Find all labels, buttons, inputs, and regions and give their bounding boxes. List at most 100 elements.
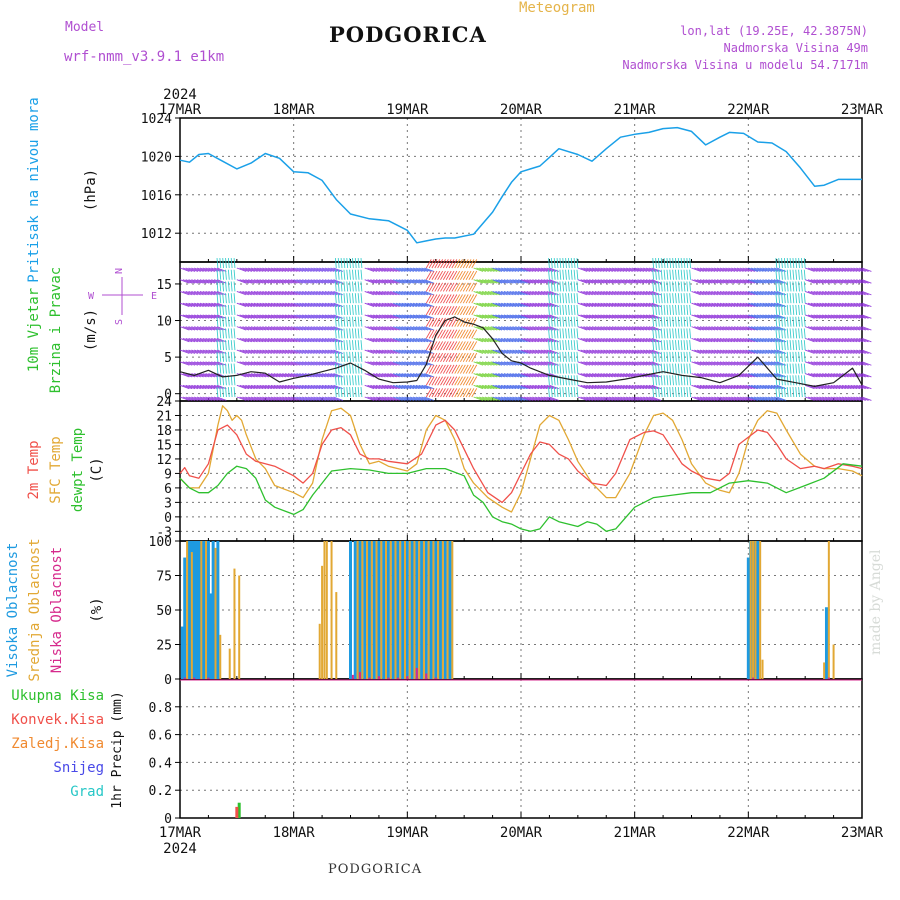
- wind-arrow: [819, 279, 829, 284]
- wind-arrow: [859, 302, 869, 308]
- wind-arrow: [691, 384, 702, 390]
- wind-arrow: [526, 349, 537, 354]
- wind-arrow: [783, 257, 786, 269]
- wind-arrow: [634, 326, 645, 331]
- wind-arrow: [725, 396, 736, 401]
- wind-arrow: [765, 384, 775, 390]
- wind-arrow: [302, 314, 312, 319]
- wind-arrow: [573, 351, 576, 362]
- wind-arrow: [194, 384, 204, 390]
- wind-arrow: [211, 302, 221, 308]
- wind-arrow: [346, 316, 349, 327]
- wind-arrow: [634, 361, 645, 366]
- wind-arrow: [299, 396, 309, 401]
- wind-arrow: [473, 267, 484, 272]
- wind-arrow: [321, 267, 332, 272]
- wind-arrow: [457, 259, 463, 269]
- wind-arrow: [270, 361, 281, 366]
- wind-arrow: [259, 337, 270, 343]
- wind-arrow: [284, 314, 295, 319]
- wind-arrow: [324, 337, 335, 343]
- wind-arrow: [431, 306, 438, 316]
- wind-arrow: [307, 291, 318, 296]
- wind-arrow: [418, 396, 429, 401]
- wind-arrow: [759, 384, 770, 390]
- wind-arrow: [273, 267, 284, 272]
- wind-arrow: [666, 304, 669, 315]
- wind-arrow: [765, 373, 775, 378]
- wind-arrow: [778, 363, 781, 374]
- wind-arrow: [196, 337, 207, 343]
- wind-arrow: [191, 267, 201, 272]
- wind-arrow: [583, 314, 594, 319]
- wind-arrow: [233, 328, 236, 339]
- wind-arrow: [482, 279, 492, 284]
- wind-arrow: [702, 384, 713, 390]
- wind-arrow: [284, 337, 295, 343]
- wind-arrow: [321, 314, 332, 319]
- wind-arrow: [836, 396, 846, 401]
- wind-arrow: [660, 351, 663, 362]
- wind-arrow: [847, 349, 858, 354]
- wind-arrow: [250, 349, 261, 354]
- wind-arrow: [512, 279, 523, 284]
- wind-arrow: [213, 302, 224, 308]
- wind-arrow: [567, 269, 570, 280]
- wind-arrow: [577, 314, 588, 319]
- wind-arrow: [293, 396, 304, 401]
- wind-arrow: [643, 396, 653, 401]
- wind-arrow: [580, 314, 591, 319]
- wind-arrow: [290, 384, 301, 390]
- wind-arrow: [813, 337, 824, 343]
- wind-arrow: [213, 361, 224, 366]
- wind-arrow: [816, 267, 827, 272]
- wind-arrow: [194, 337, 204, 343]
- wind-arrow: [267, 396, 278, 401]
- wind-arrow: [577, 279, 588, 284]
- wind-arrow: [287, 302, 298, 308]
- wind-arrow: [628, 384, 639, 390]
- wind-arrow: [686, 293, 689, 304]
- wind-arrow: [462, 341, 469, 351]
- wind-arrow: [357, 293, 360, 304]
- wind-arrow: [523, 291, 534, 296]
- wind-arrow: [431, 352, 438, 363]
- wind-arrow: [686, 386, 689, 398]
- wind-arrow: [819, 349, 829, 354]
- wind-arrow: [861, 337, 872, 343]
- wind-arrow: [216, 396, 227, 401]
- wind-arrow: [722, 279, 733, 284]
- wind-arrow: [822, 267, 832, 272]
- wind-arrow: [803, 340, 806, 351]
- wind-arrow: [765, 337, 775, 343]
- wind-arrow: [290, 267, 301, 272]
- wind-arrow: [418, 326, 429, 331]
- wind-arrow: [548, 375, 550, 386]
- wind-arrow: [691, 326, 702, 331]
- wind-arrow: [728, 337, 738, 343]
- wind-arrow: [230, 304, 233, 315]
- wind-arrow: [841, 291, 852, 296]
- wind-arrow: [716, 291, 727, 296]
- wind-arrow: [498, 384, 508, 390]
- wind-arrow: [290, 337, 301, 343]
- wind-arrow: [631, 396, 642, 401]
- wind-arrow: [573, 340, 576, 351]
- wind-arrow: [373, 373, 383, 378]
- wind-arrow: [392, 373, 403, 378]
- wind-arrow: [731, 279, 741, 284]
- wind-arrow: [230, 257, 233, 269]
- wind-arrow: [697, 279, 707, 284]
- cloud-bar-1: [761, 659, 764, 679]
- wind-arrow: [222, 281, 225, 292]
- wind-arrow: [259, 314, 270, 319]
- wind-arrow: [827, 349, 838, 354]
- cloud-bar-1: [380, 541, 383, 679]
- wind-arrow: [789, 351, 792, 362]
- wind-arrow: [714, 337, 724, 343]
- wind-arrow: [324, 279, 335, 284]
- wind-arrow: [407, 349, 417, 354]
- wind-arrow: [600, 314, 611, 319]
- cloud-bar-0: [349, 541, 352, 679]
- wind-arrow: [316, 279, 326, 284]
